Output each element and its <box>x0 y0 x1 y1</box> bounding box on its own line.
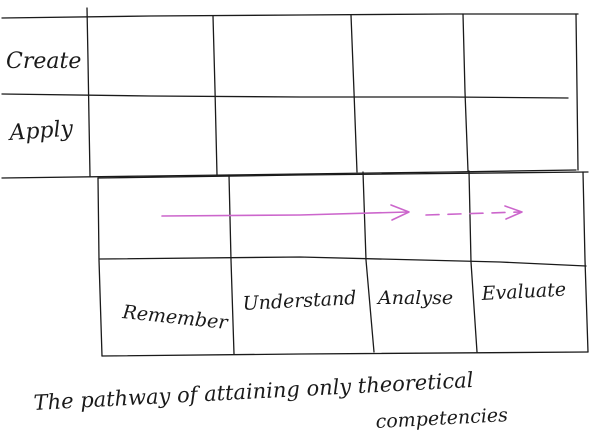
lower-box-right-line <box>582 171 589 353</box>
upper-col-line-3 <box>462 13 469 172</box>
lower-box-left-line <box>97 177 103 357</box>
row-label-apply: Apply <box>7 117 75 147</box>
dashed-arrow-head <box>504 205 523 220</box>
solid-pathway-arrow <box>161 211 409 217</box>
right-border-vertical-line <box>575 13 579 171</box>
col-label-understand: Understand <box>242 287 357 315</box>
lower-col-line-2 <box>362 171 375 353</box>
lower-grid <box>97 170 589 357</box>
outer-left-vertical-line <box>86 7 91 177</box>
col-label-evaluate: Evaluate <box>480 279 566 305</box>
caption-line-1: The pathway of attaining only theoretica… <box>33 368 474 415</box>
lower-col-line-3 <box>468 170 478 353</box>
upper-col-line-2 <box>350 14 358 173</box>
pathway-arrows <box>161 204 523 221</box>
col-label-analyse: Analyse <box>376 287 453 309</box>
caption-line-2: competencies <box>375 404 509 433</box>
middle-row-horizontal-line <box>1 93 569 99</box>
upper-col-line-1 <box>212 15 218 176</box>
lower-box-top-line <box>97 171 589 179</box>
lower-row-horizontal-line <box>1 169 577 179</box>
col-label-remember: Remember <box>120 301 230 334</box>
row-label-create: Create <box>6 49 81 74</box>
lower-box-middle-line <box>99 256 587 267</box>
dashed-pathway-arrow <box>425 211 521 216</box>
lower-col-line-1 <box>228 174 235 355</box>
top-row-horizontal-line <box>1 13 579 19</box>
upper-grid <box>1 7 579 179</box>
lower-box-bottom-line <box>101 351 589 357</box>
solid-arrow-head <box>390 204 410 221</box>
